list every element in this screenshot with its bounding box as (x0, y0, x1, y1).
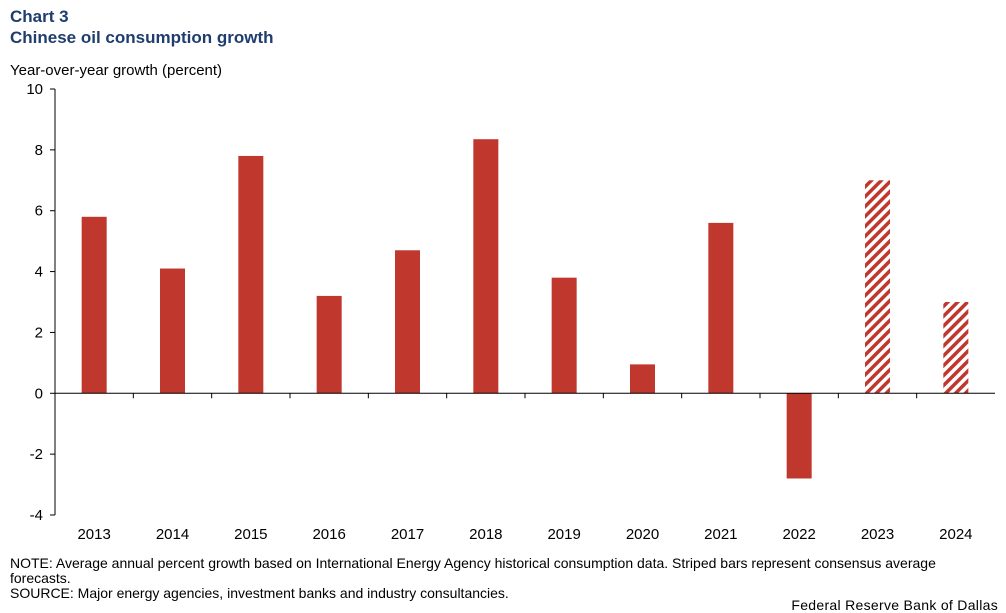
bar-2024 (943, 302, 969, 394)
y-axis-label: Year-over-year growth (percent) (10, 62, 223, 79)
bars-layer (81, 139, 969, 479)
x-tick-label-2017: 2017 (391, 526, 424, 543)
axes-layer (50, 88, 995, 516)
bar-2019 (551, 277, 577, 394)
x-tick-label-2022: 2022 (782, 526, 815, 543)
y-tick-label: 0 (35, 385, 43, 402)
bar-2020 (630, 364, 655, 394)
x-tick-label-2013: 2013 (77, 526, 110, 543)
chart-note: NOTE: Average annual percent growth base… (10, 555, 936, 586)
x-tick-label-2021: 2021 (704, 526, 737, 543)
y-tick-label: -2 (30, 446, 43, 463)
bar-2021 (708, 222, 734, 394)
notes-block: NOTE: Average annual percent growth base… (10, 556, 1000, 601)
bar-2022 (786, 393, 812, 479)
x-tick-label-2018: 2018 (469, 526, 502, 543)
y-tick-label: -4 (30, 507, 43, 524)
y-tick-label: 8 (35, 142, 43, 159)
x-tick-label-2020: 2020 (626, 526, 659, 543)
bar-2023 (865, 180, 890, 394)
x-tick-label-2014: 2014 (156, 526, 189, 543)
bar-2013 (81, 216, 107, 394)
x-tick-label-2015: 2015 (234, 526, 267, 543)
bar-2015 (238, 155, 264, 394)
y-tick-label: 10 (26, 81, 43, 98)
bar-2016 (316, 295, 342, 394)
x-tick-label-2023: 2023 (861, 526, 894, 543)
labels-layer: -4 -2 0 2 4 6 8 10 2013 2014 2015 2016 2017 2018 2019 2… (26, 81, 972, 543)
x-tick-label-2024: 2024 (939, 526, 972, 543)
chart-label: Chart 3 (10, 7, 69, 26)
y-tick-label: 2 (35, 324, 43, 341)
credit-label: Federal Reserve Bank of Dallas (791, 597, 998, 613)
bar-2018 (473, 139, 499, 394)
bar-2014 (160, 268, 185, 394)
chart-title: Chinese oil consumption growth (10, 28, 274, 47)
x-tick-label-2019: 2019 (547, 526, 580, 543)
y-tick-label: 4 (35, 264, 43, 281)
x-tick-label-2016: 2016 (312, 526, 345, 543)
chart-source: SOURCE: Major energy agencies, investmen… (10, 585, 509, 601)
bar-2017 (395, 250, 420, 394)
y-tick-label: 6 (35, 203, 43, 220)
title-block: Chart 3 Chinese oil consumption growth (10, 6, 274, 48)
